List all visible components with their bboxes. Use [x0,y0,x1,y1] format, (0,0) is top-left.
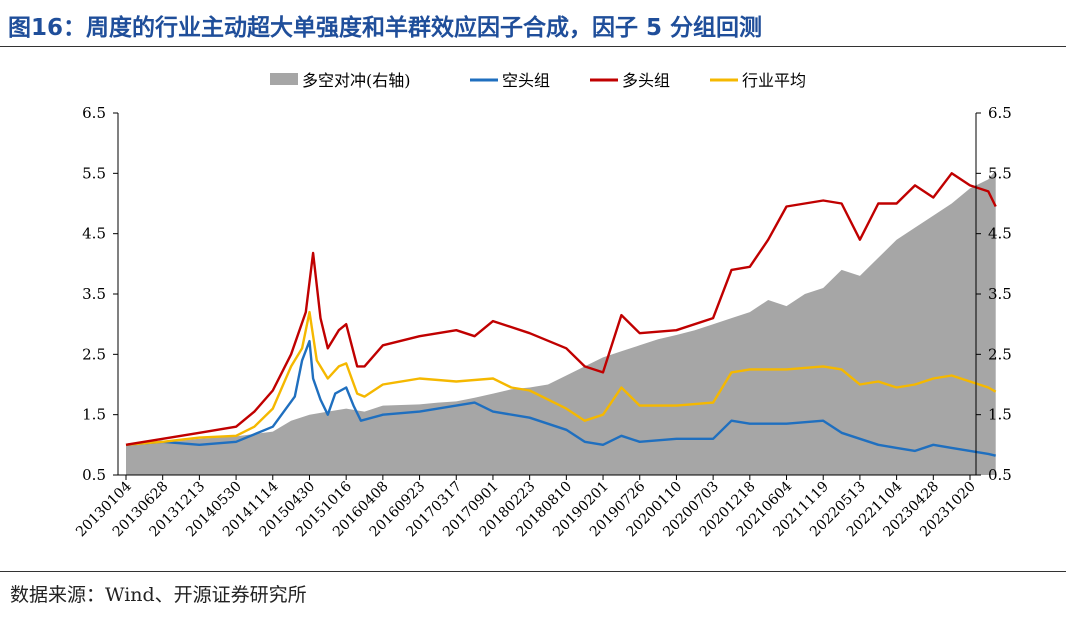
y-left-tick-label: 6.5 [82,104,106,122]
y-right-tick-label: 6.5 [988,104,1012,122]
figure-title: 图16：周度的行业主动超大单强度和羊群效应因子合成，因子 5 分组回测 [8,15,763,41]
legend-average-label: 行业平均 [742,71,806,90]
y-right-tick-label: 2.5 [988,345,1012,363]
legend-long-label: 多头组 [622,71,670,90]
legend-hedge-label: 多空对冲(右轴) [302,71,411,90]
hedge-area-layer [126,170,996,476]
title-divider [0,46,1066,47]
y-right-tick-label: 3.5 [988,285,1012,303]
series-hedge-area [126,170,996,476]
source-note: 数据来源：Wind、开源证券研究所 [10,584,307,606]
y-right-tick-label: 4.5 [988,225,1012,243]
y-left-tick-label: 1.5 [82,406,106,424]
series-short-line [125,339,996,457]
legend-short-label: 空头组 [502,71,550,90]
lines-layer [125,172,997,457]
y-left-tick-label: 2.5 [82,345,106,363]
y-right-tick-label: 5.5 [988,164,1012,182]
series-long-line [125,172,997,446]
legend-hedge-swatch [270,73,298,85]
y-right-tick-label: 1.5 [988,406,1012,424]
chart: 多空对冲(右轴) 空头组 多头组 行业平均 0.5 1.5 2.5 3.5 4.5 5.5 6.5… [73,71,1012,540]
y-right-tick-label: 0.5 [988,466,1012,484]
source-divider [0,571,1066,572]
y-left-tick-label: 3.5 [82,285,106,303]
series-average-line [125,310,997,446]
y-left-tick-label: 0.5 [82,466,106,484]
y-left-tick-label: 5.5 [82,164,106,182]
legend: 多空对冲(右轴) 空头组 多头组 行业平均 [270,71,806,90]
y-left-tick-label: 4.5 [82,225,106,243]
